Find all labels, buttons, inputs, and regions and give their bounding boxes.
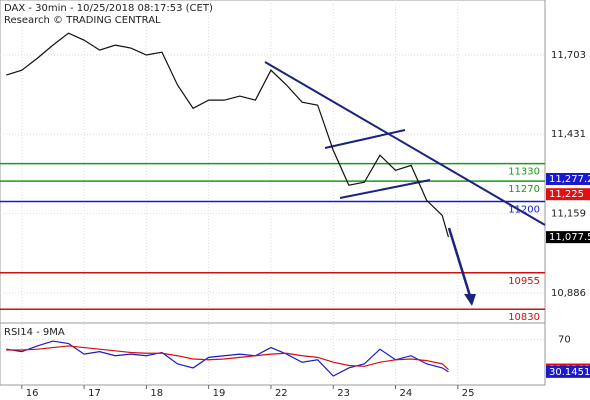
x-tick-label: 24	[400, 388, 413, 399]
plot-frame	[0, 0, 546, 386]
forecast-arrow	[447, 227, 472, 297]
level-label: 10830	[508, 312, 540, 323]
price-badge-label: 11,277.2	[549, 174, 590, 185]
levels	[0, 162, 545, 310]
trend-line	[324, 129, 406, 149]
rsi-line	[6, 345, 449, 370]
level-label: 10955	[508, 276, 540, 287]
chart-title: DAX - 30min - 10/25/2018 08:17:53 (CET)	[4, 3, 213, 14]
level-label: 11200	[508, 204, 540, 215]
level-label: 11270	[508, 184, 540, 195]
y-tick-label: 11,431	[551, 129, 586, 140]
x-tick-label: 19	[213, 388, 226, 399]
price-badge	[546, 188, 590, 201]
x-tick-label: 25	[462, 388, 475, 399]
grid	[0, 0, 545, 385]
price-line	[6, 32, 450, 238]
trend-line	[339, 179, 431, 199]
rsi-line	[6, 340, 449, 377]
price-badge	[546, 365, 590, 378]
price-badge-label: 11,225	[549, 189, 584, 200]
rsi-title: RSI14 - 9MA	[4, 327, 65, 338]
chart-subtitle: Research © TRADING CENTRAL	[4, 15, 161, 26]
level-label: 11330	[508, 167, 540, 178]
price-badge-label: 30.1451	[549, 367, 590, 378]
price-badge	[546, 231, 590, 244]
x-tick-label: 16	[26, 388, 39, 399]
y-tick-label: 11,703	[551, 50, 586, 61]
arrow-head	[464, 294, 476, 306]
x-tick-label: 22	[275, 388, 288, 399]
price-badge-label: 11,077.5	[549, 232, 590, 243]
x-tick-label: 17	[88, 388, 101, 399]
x-tick-label: 23	[337, 388, 350, 399]
y-tick-label: 11,159	[551, 208, 586, 219]
price-badge	[546, 172, 590, 185]
y-tick-label: 70	[558, 334, 571, 345]
y-tick-label: 10,886	[551, 288, 586, 299]
x-tick-label: 18	[150, 388, 163, 399]
marks	[6, 32, 450, 377]
trend-line	[264, 61, 546, 226]
